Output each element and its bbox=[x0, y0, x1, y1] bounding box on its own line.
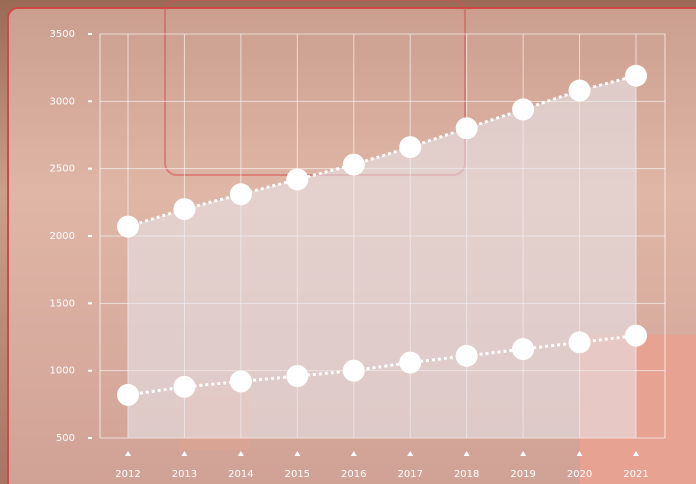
y-tick-label: 2500 bbox=[50, 164, 75, 175]
x-tick-label: 2013 bbox=[172, 469, 197, 480]
x-tick-label: 2012 bbox=[115, 469, 140, 480]
x-tick-label: 2018 bbox=[454, 469, 479, 480]
y-tick-label: 2000 bbox=[50, 231, 75, 242]
point bbox=[173, 198, 196, 221]
point bbox=[342, 153, 365, 176]
y-tick-label: 500 bbox=[56, 433, 75, 444]
x-tick bbox=[125, 451, 131, 456]
point bbox=[625, 64, 647, 87]
point bbox=[399, 351, 422, 374]
x-tick-label: 2016 bbox=[341, 469, 366, 480]
x-tick bbox=[463, 451, 470, 456]
point bbox=[286, 168, 309, 191]
x-tick-label: 2019 bbox=[510, 469, 535, 480]
point bbox=[229, 183, 252, 206]
x-tick bbox=[350, 451, 357, 456]
x-tick bbox=[237, 451, 244, 456]
point bbox=[117, 215, 139, 238]
x-tick-label: 2014 bbox=[228, 469, 253, 480]
line bbox=[127, 334, 637, 397]
point bbox=[625, 324, 647, 347]
point bbox=[455, 117, 478, 140]
point bbox=[286, 365, 309, 388]
x-tick bbox=[294, 451, 301, 456]
point bbox=[455, 344, 478, 367]
point bbox=[512, 98, 535, 121]
y-tick-label: 1500 bbox=[50, 298, 75, 309]
x-tick-label: 2015 bbox=[285, 469, 310, 480]
point bbox=[568, 79, 591, 102]
x-tick bbox=[407, 451, 414, 456]
x-tick bbox=[520, 451, 527, 456]
point bbox=[229, 370, 252, 393]
point bbox=[342, 359, 365, 382]
x-tick-label: 2021 bbox=[623, 469, 648, 480]
point bbox=[117, 383, 139, 406]
y-tick-label: 3500 bbox=[50, 29, 75, 40]
area bbox=[128, 75, 636, 438]
x-tick bbox=[633, 451, 639, 456]
x-tick bbox=[576, 451, 583, 456]
point bbox=[512, 338, 535, 361]
point bbox=[568, 331, 591, 354]
point bbox=[173, 375, 196, 398]
x-tick-label: 2020 bbox=[567, 469, 592, 480]
point bbox=[399, 136, 422, 159]
y-tick-label: 1000 bbox=[50, 366, 75, 377]
x-tick bbox=[181, 451, 188, 456]
x-tick-label: 2017 bbox=[397, 469, 422, 480]
y-tick-label: 3000 bbox=[50, 96, 75, 107]
